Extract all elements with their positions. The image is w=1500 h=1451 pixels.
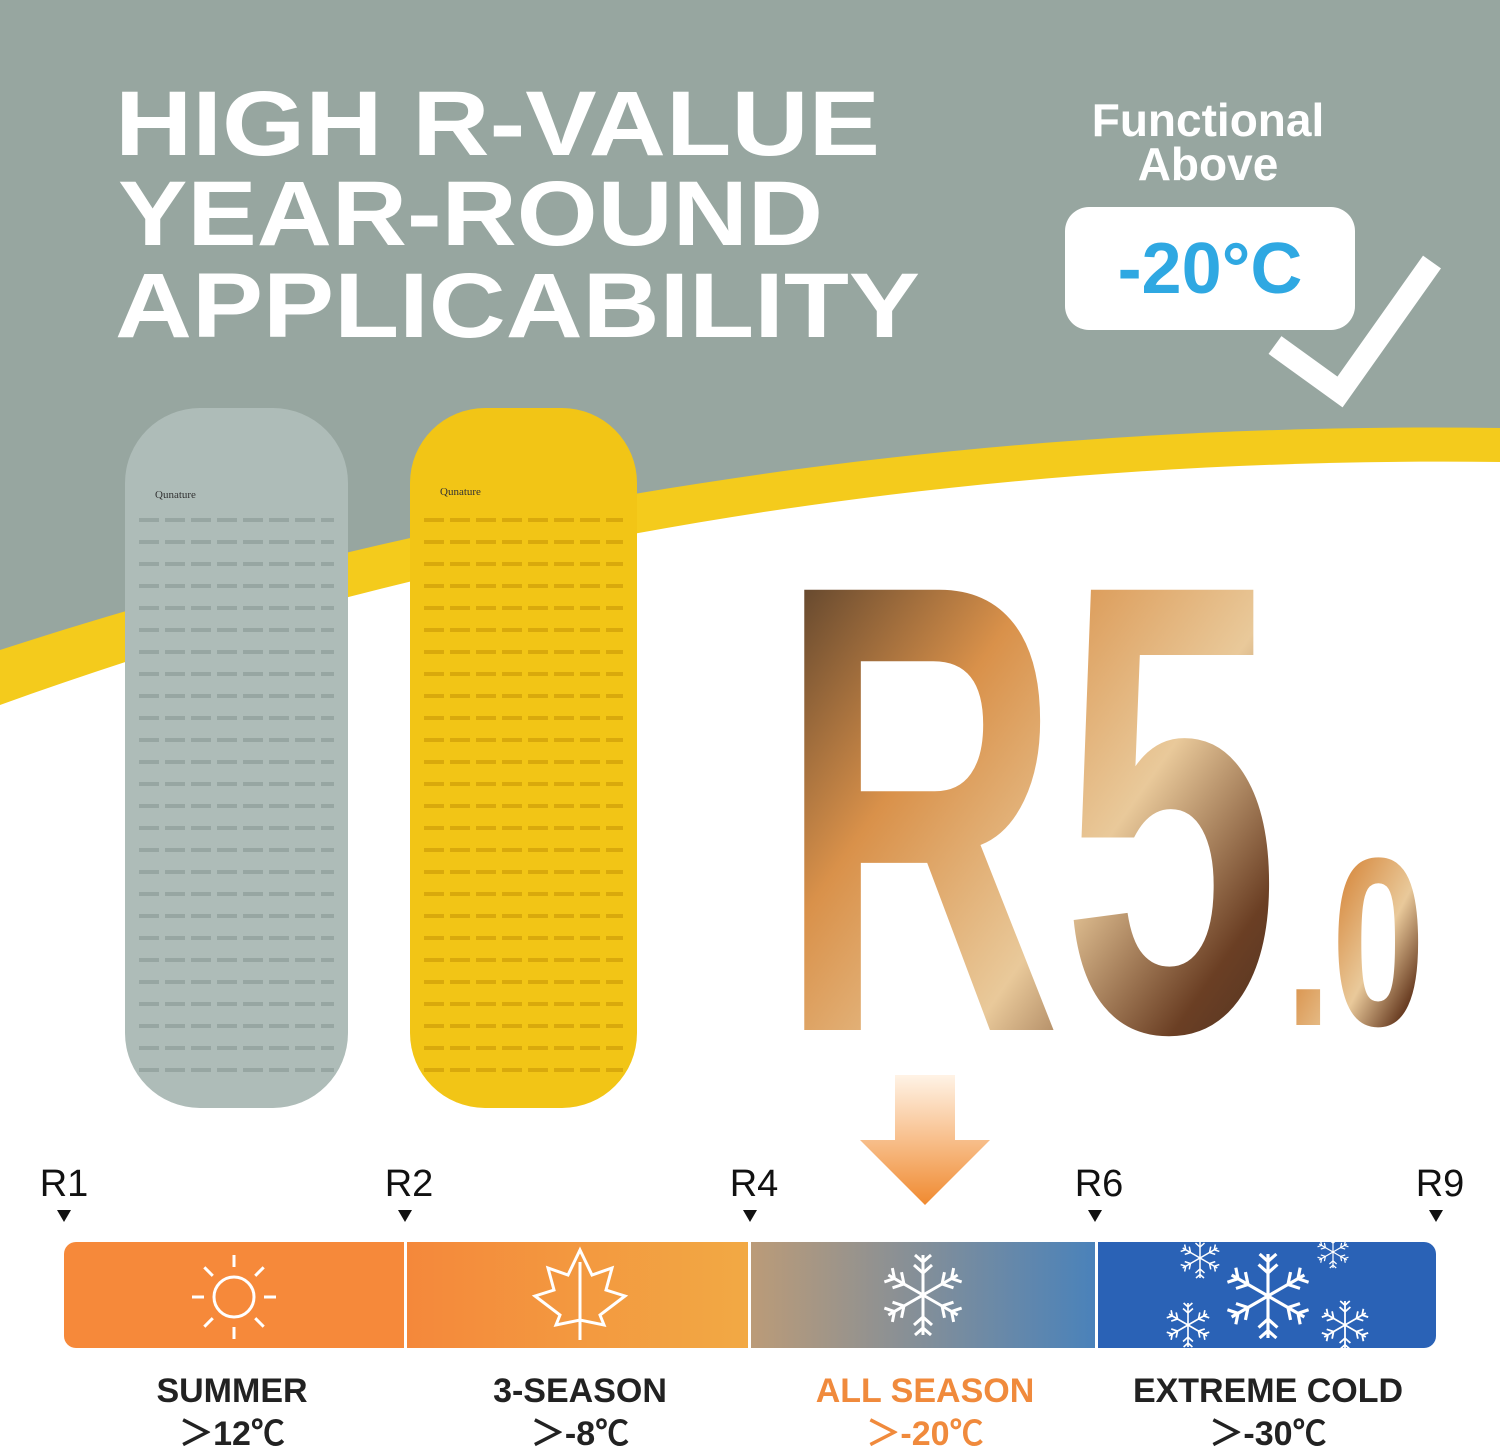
scale-marker: R2 bbox=[385, 1163, 434, 1205]
mat-brand: Qunature bbox=[440, 486, 481, 498]
rating-value: R5 bbox=[778, 451, 1280, 1166]
badge-temperature: -20°C bbox=[1118, 229, 1303, 309]
segment-name: 3-SEASON bbox=[493, 1372, 667, 1410]
rating-decimal: .0 bbox=[1285, 808, 1425, 1076]
segment-summer bbox=[64, 1242, 404, 1348]
down-arrow bbox=[860, 1075, 990, 1205]
segment-temperature: ＞12℃ bbox=[179, 1415, 285, 1451]
mat-yellow bbox=[410, 408, 637, 1108]
sun-ray bbox=[203, 1317, 214, 1328]
scale-marker: R6 bbox=[1075, 1163, 1124, 1205]
segment-name: ALL SEASON bbox=[816, 1372, 1035, 1410]
checkmark bbox=[1268, 255, 1441, 408]
badge-bubble bbox=[1065, 207, 1355, 330]
title-line: HIGH R-VALUE bbox=[115, 73, 880, 175]
segment-name: SUMMER bbox=[156, 1372, 307, 1410]
segment-name: EXTREME COLD bbox=[1133, 1372, 1403, 1410]
badge-label: Above bbox=[1138, 138, 1279, 190]
segment-temperature: ＞-20℃ bbox=[866, 1415, 983, 1451]
sun-icon bbox=[192, 1255, 276, 1339]
marker-triangles bbox=[57, 1210, 1443, 1222]
scale-marker: R1 bbox=[40, 1163, 89, 1205]
segment-temperature: ＞-30℃ bbox=[1209, 1415, 1326, 1451]
mats: Qunature Qunature bbox=[125, 408, 637, 1108]
badge-label: Functional bbox=[1092, 94, 1325, 146]
segment-3season bbox=[407, 1242, 748, 1348]
mat-brand: Qunature bbox=[155, 489, 196, 501]
leaf-icon bbox=[531, 1246, 629, 1340]
title-line: APPLICABILITY bbox=[115, 255, 920, 357]
mat-gray bbox=[125, 408, 348, 1108]
scale-marker: R4 bbox=[730, 1163, 779, 1205]
sun-ray bbox=[203, 1266, 214, 1277]
sun-ray bbox=[254, 1266, 265, 1277]
sun-ray bbox=[254, 1317, 265, 1328]
scale-marker: R9 bbox=[1416, 1163, 1465, 1205]
title-line: YEAR-ROUND bbox=[118, 163, 823, 265]
segment-temperature: ＞-8℃ bbox=[531, 1415, 629, 1451]
white-wave bbox=[0, 461, 1500, 1451]
